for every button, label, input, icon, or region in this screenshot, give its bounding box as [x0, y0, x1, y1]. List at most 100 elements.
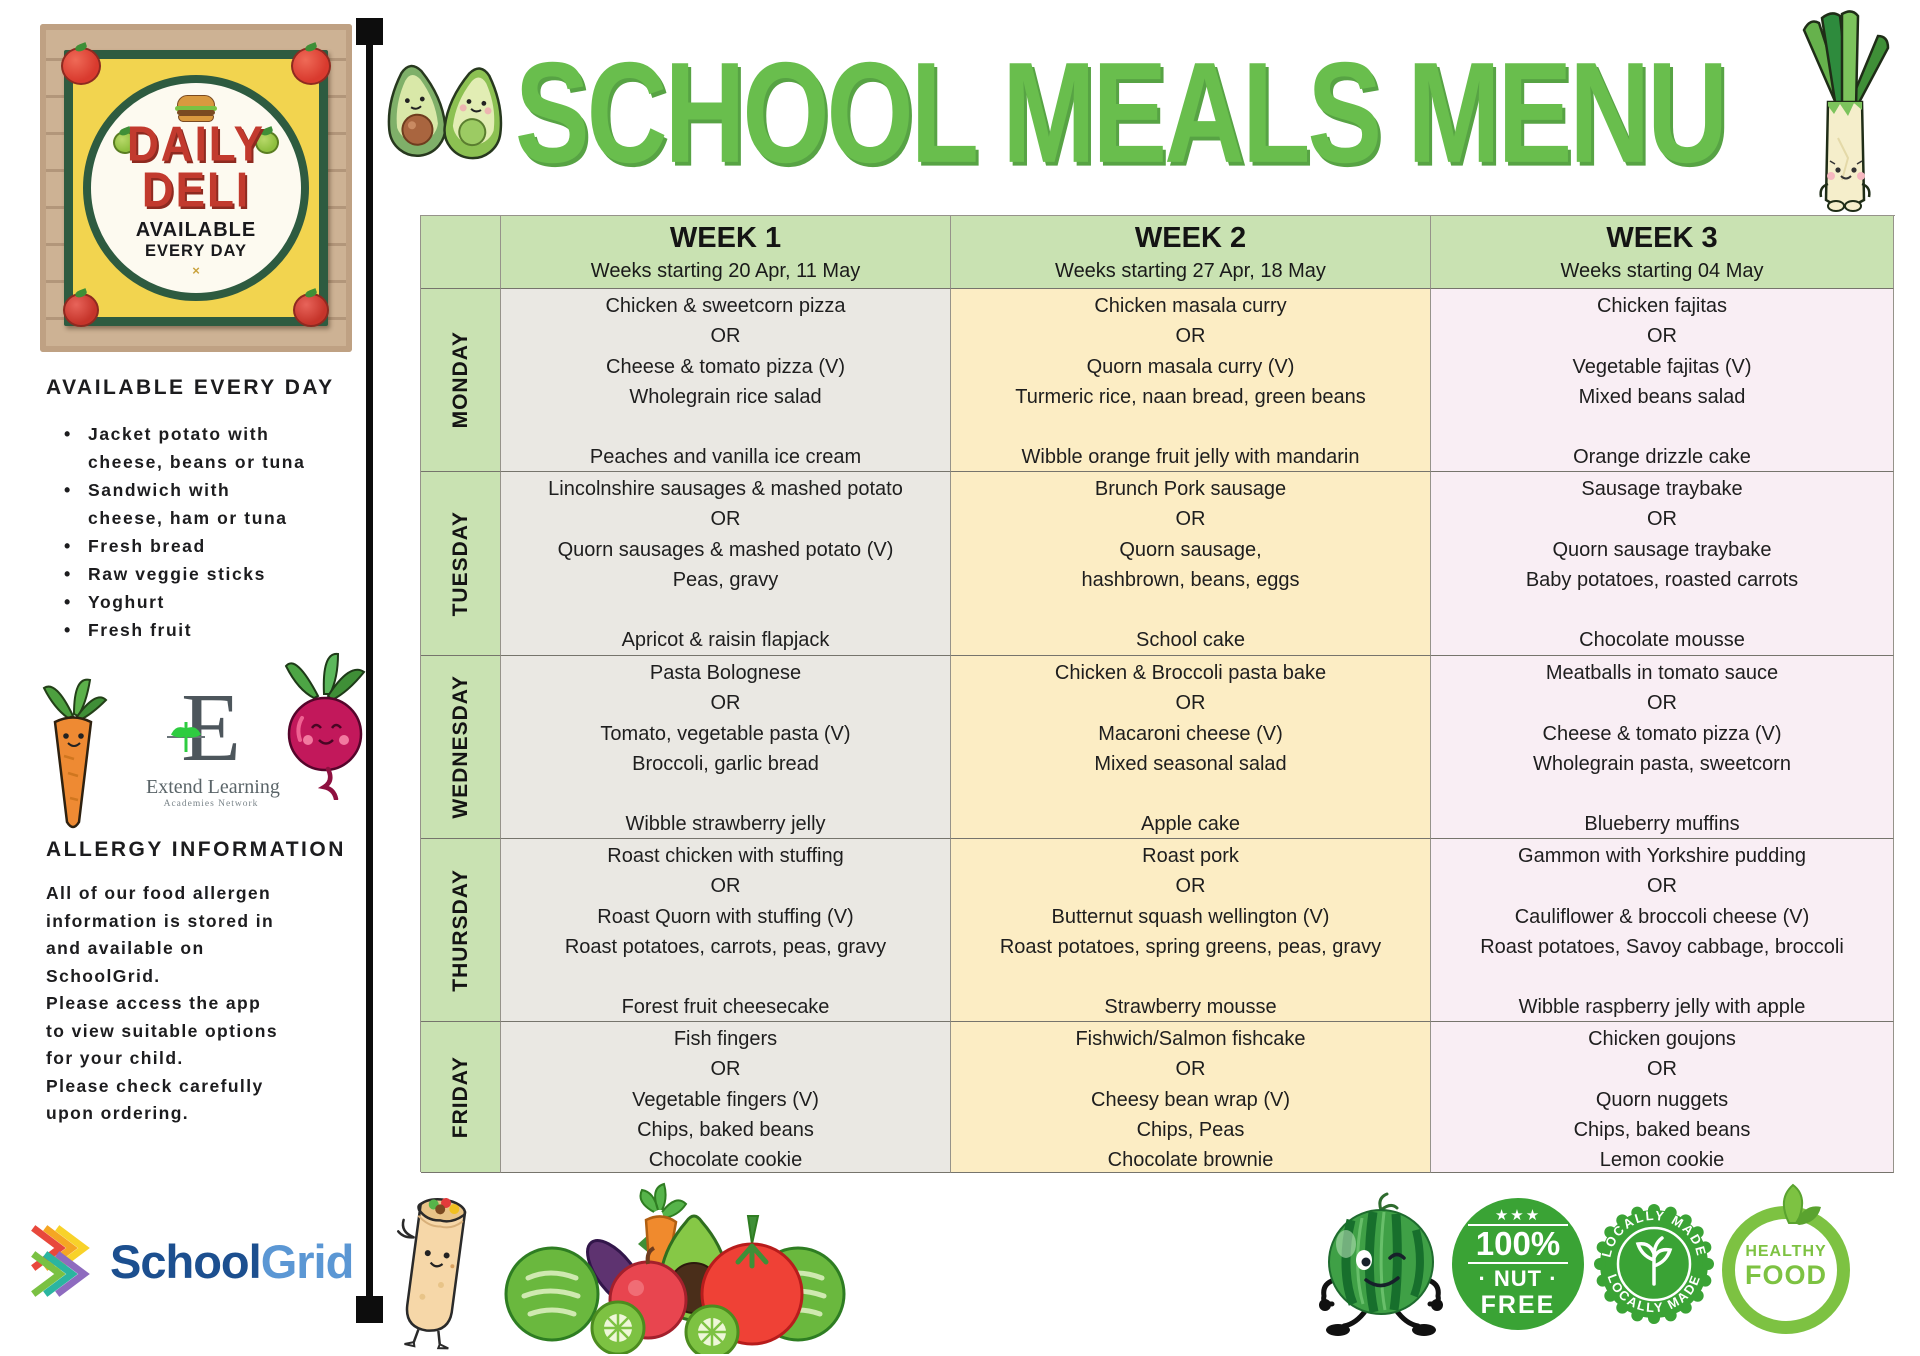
menu-item-line: Apple cake: [1141, 813, 1240, 836]
menu-item-line: Pasta Bolognese: [649, 662, 802, 684]
menu-item-line: Chicken & sweetcorn pizza: [605, 295, 846, 317]
menu-item-line: Mixed beans salad: [1578, 385, 1746, 408]
menu-or-line: OR: [1647, 325, 1677, 348]
poster-subtitle-2: EVERY DAY: [145, 242, 247, 260]
menu-cell-friday-week2: Fishwich/Salmon fishcake OR Cheesy bean wr…: [951, 1022, 1431, 1173]
menu-blank-line: [1431, 595, 1893, 625]
day-label-monday: MONDAY: [421, 289, 501, 472]
menu-item-line: School cake: [1136, 629, 1245, 652]
page-title: SCHOOL MEALS MENU: [514, 32, 1728, 193]
menu-item-line: Lincolnshire sausages & mashed potato: [548, 478, 903, 500]
menu-item-line: Mixed seasonal salad: [1094, 752, 1287, 775]
menu-item-line: Peaches and vanilla ice cream: [589, 446, 862, 469]
extend-logo-name: Extend Learning: [146, 776, 280, 798]
menu-cell-tuesday-week3: Sausage traybake OR Quorn sausage traybake…: [1431, 472, 1894, 656]
menu-item-line: Quorn nuggets: [1595, 1088, 1729, 1111]
menu-blank-line: [501, 962, 950, 992]
allergy-line: and available on: [46, 938, 205, 958]
menu-item-line: Vegetable fajitas (V): [1572, 355, 1752, 378]
extend-learning-logo: E Extend Learning Academies Network: [146, 679, 280, 809]
week1-header: WEEK 1 Weeks starting 20 Apr, 11 May: [501, 216, 951, 289]
menu-cell-monday-week3: Chicken fajitas OR Vegetable fajitas (V) Mi…: [1431, 289, 1894, 472]
vegetable-pile-icon: [504, 1182, 846, 1354]
menu-item-line: Macaroni cheese (V): [1098, 722, 1283, 745]
table-corner-cell: [421, 216, 501, 289]
menu-cell-thursday-week2: Roast pork OR Butternut squash wellington …: [951, 839, 1431, 1022]
menu-cell-wednesday-week2: Chicken & Broccoli pasta bake OR Macaroni …: [951, 656, 1431, 839]
menu-blank-line: [951, 779, 1430, 809]
day-label-wednesday: WEDNESDAY: [421, 656, 501, 839]
menu-item-line: Strawberry mousse: [1104, 996, 1277, 1019]
burger-icon: [175, 95, 217, 122]
apple-icon: [293, 288, 329, 327]
extend-sprout-icon: [167, 722, 206, 752]
menu-item-line: Chocolate brownie: [1107, 1149, 1274, 1172]
poster-x-mark: ×: [192, 263, 200, 278]
menu-item-line: Tomato, vegetable pasta (V): [600, 722, 851, 745]
schoolgrid-logo: SchoolGrid: [24, 1216, 354, 1306]
menu-item-line: Chips, Peas: [1136, 1118, 1245, 1141]
menu-item-line: Roast pork: [1142, 845, 1239, 867]
week1-subtitle: Weeks starting 20 Apr, 11 May: [590, 260, 861, 282]
carrot-character-icon: [42, 678, 108, 829]
menu-item-line: Fish fingers: [673, 1028, 778, 1050]
menu-item-line: Roast Quorn with stuffing (V): [597, 905, 854, 928]
menu-item-line: Broccoli, garlic bread: [632, 752, 819, 775]
menu-item-line: Vegetable fingers (V): [632, 1088, 819, 1111]
menu-item-line: Wibble orange fruit jelly with mandarin: [1021, 446, 1360, 469]
allergy-line: SchoolGrid.: [46, 965, 161, 986]
menu-item-line: Chips, baked beans: [637, 1118, 814, 1141]
menu-item-line: Quorn masala curry (V): [1086, 355, 1295, 378]
menu-item-line: Roast potatoes, carrots, peas, gravy: [564, 935, 887, 958]
nut-free-nut: · NUT ·: [1478, 1266, 1558, 1291]
menu-item-line: Peas, gravy: [672, 568, 779, 591]
allergy-text: All of our food allergen information is s…: [46, 880, 364, 1128]
healthy-food-badge: HEALTHY FOOD: [1722, 1183, 1850, 1334]
menu-item-line: Blueberry muffins: [1584, 813, 1740, 836]
menu-item-line: Lemon cookie: [1599, 1149, 1725, 1172]
menu-item-line: Butternut squash wellington (V): [1051, 905, 1330, 928]
green-apple-icon: [113, 126, 137, 154]
divider-line: [366, 30, 373, 1310]
week1-label: WEEK 1: [669, 222, 782, 254]
menu-item-line: Cauliflower & broccoli cheese (V): [1514, 905, 1810, 928]
extend-logo-letter: E: [167, 679, 241, 777]
poster-title-line1: DAILY: [127, 117, 265, 172]
menu-blank-line: [1431, 412, 1893, 442]
menu-item-line: Cheese & tomato pizza (V): [1542, 722, 1782, 745]
menu-item-line: Quorn sausage,: [1119, 538, 1262, 561]
menu-item-line: Wibble strawberry jelly: [625, 813, 826, 836]
menu-item-line: Roast potatoes, Savoy cabbage, broccoli: [1480, 935, 1844, 958]
menu-or-line: OR: [1175, 692, 1206, 715]
deli-list-item: Fresh bread: [58, 532, 318, 560]
menu-item-line: Chocolate mousse: [1579, 629, 1745, 652]
week2-label: WEEK 2: [1134, 222, 1247, 254]
menu-blank-line: [501, 412, 950, 442]
menu-item-line: Chicken & Broccoli pasta bake: [1054, 662, 1327, 684]
menu-item-line: hashbrown, beans, eggs: [1081, 568, 1300, 591]
menu-or-line: OR: [1647, 875, 1677, 898]
poster-subtitle-1: AVAILABLE: [135, 219, 257, 241]
menu-blank-line: [1431, 779, 1893, 809]
apple-icon: [63, 288, 99, 327]
burrito-character-icon: [396, 1197, 467, 1350]
divider-bottom-square: [356, 1296, 383, 1323]
schoolgrid-chevrons-icon: [31, 1225, 90, 1297]
green-apple-icon: [255, 126, 279, 154]
menu-blank-line: [951, 595, 1430, 625]
menu-cell-tuesday-week1: Lincolnshire sausages & mashed potato OR Q…: [501, 472, 951, 656]
menu-or-line: OR: [710, 692, 741, 715]
menu-or-line: OR: [1175, 325, 1206, 348]
menu-blank-line: [501, 595, 950, 625]
healthy-food-line2: FOOD: [1745, 1260, 1827, 1290]
menu-item-line: Chicken goujons: [1588, 1028, 1736, 1050]
menu-or-line: OR: [710, 508, 741, 531]
deli-list-item: Yoghurt: [58, 588, 318, 616]
extend-logo-subname: Academies Network: [163, 799, 259, 809]
menu-blank-line: [501, 779, 950, 809]
menu-item-line: Forest fruit cheesecake: [621, 996, 830, 1019]
menu-item-line: Cheesy bean wrap (V): [1091, 1088, 1290, 1111]
menu-item-line: Turmeric rice, naan bread, green beans: [1015, 385, 1366, 408]
